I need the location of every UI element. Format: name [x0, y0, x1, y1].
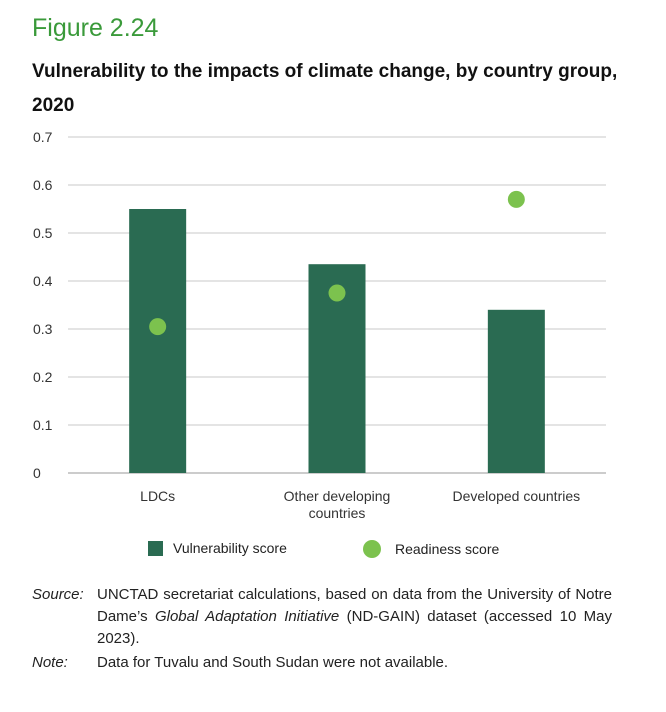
- notes: Source: UNCTAD secretariat calculations,…: [32, 584, 612, 674]
- y-tick-label: 0.2: [33, 369, 53, 385]
- legend-item-readiness: Readiness score: [363, 540, 499, 558]
- y-tick-label: 0: [33, 465, 41, 481]
- note-row: Note: Data for Tuvalu and South Sudan we…: [32, 652, 612, 674]
- y-tick-label: 0.3: [33, 321, 53, 337]
- y-tick-label: 0.4: [33, 273, 53, 289]
- y-tick-label: 0.5: [33, 225, 53, 241]
- readiness-dot: [149, 318, 167, 336]
- source-label: Source:: [32, 586, 84, 603]
- vulnerability-bar: [487, 309, 545, 473]
- x-category-label: LDCs: [140, 488, 175, 504]
- vulnerability-bar: [129, 209, 187, 473]
- legend-label-vulnerability: Vulnerability score: [173, 540, 287, 556]
- source-text-part: UNCTAD secretariat calculations, based o…: [97, 586, 612, 625]
- legend-swatch-vulnerability: [148, 540, 163, 556]
- legend-dot-readiness: [363, 540, 381, 558]
- x-category-label: Other developing: [284, 488, 391, 504]
- chart-area: 0 0.1 0.2 0.3 0.4 0.5 0.6 0.7 LDCs Other developi…: [33, 129, 606, 521]
- chart-title: Vulnerability to the impacts of climate …: [32, 61, 618, 116]
- legend: Vulnerability score Readiness score: [0, 540, 666, 562]
- x-category-label: countries: [309, 505, 366, 521]
- note-text: Data for Tuvalu and South Sudan were not…: [97, 654, 449, 671]
- y-tick-label: 0.6: [33, 177, 53, 193]
- legend-item-vulnerability: Vulnerability score: [148, 540, 287, 556]
- source-dataset-name: Global Adaptation Initiative: [154, 608, 340, 625]
- legend-label-readiness: Readiness score: [395, 541, 500, 557]
- source-text: UNCTAD secretariat calculations, based o…: [97, 584, 612, 650]
- figure-label: Figure 2.24: [32, 14, 159, 42]
- readiness-dot: [328, 284, 346, 302]
- note-label: Note:: [32, 654, 68, 671]
- source-row: Source: UNCTAD secretariat calculations,…: [32, 584, 612, 650]
- readiness-dot: [507, 190, 525, 208]
- source-text-part: (ND-GAIN) dataset (accessed 10 May 2023)…: [97, 608, 612, 647]
- y-tick-label: 0.7: [33, 129, 53, 145]
- y-tick-label: 0.1: [33, 417, 53, 433]
- x-category-label: Developed countries: [453, 488, 581, 504]
